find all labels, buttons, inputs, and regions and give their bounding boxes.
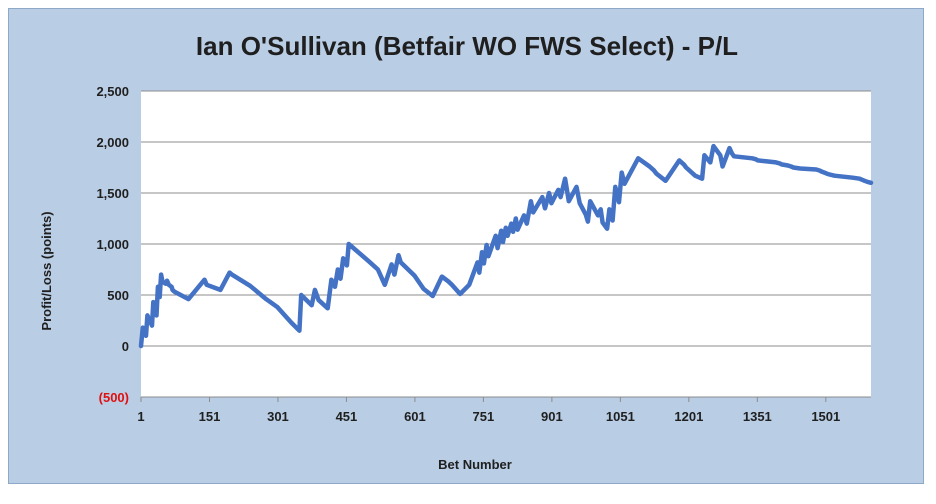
y-tick-label: 1,000 [96,237,129,252]
x-tick-label: 1201 [674,409,703,424]
x-tick-label: 601 [404,409,426,424]
y-tick-label: 0 [122,339,129,354]
x-tick-label: 751 [473,409,495,424]
x-tick-label: 1351 [743,409,772,424]
x-tick-label: 1051 [606,409,635,424]
y-tick-label: (500) [99,390,129,405]
y-tick-label: 1,500 [96,186,129,201]
x-tick-label: 1 [137,409,144,424]
pl-line-chart: Ian O'Sullivan (Betfair WO FWS Select) -… [39,31,874,472]
x-tick-label: 1501 [811,409,840,424]
x-tick-label: 151 [199,409,221,424]
x-tick-label: 451 [336,409,358,424]
x-tick-label: 301 [267,409,289,424]
chart-area: Ian O'Sullivan (Betfair WO FWS Select) -… [8,8,924,484]
x-tick-label: 901 [541,409,563,424]
y-tick-label: 2,500 [96,84,129,99]
y-tick-label: 2,000 [96,135,129,150]
pl-series-line [138,143,874,349]
series-layer [138,143,874,349]
chart-title: Ian O'Sullivan (Betfair WO FWS Select) -… [196,31,738,61]
x-axis-title: Bet Number [438,457,512,472]
y-tick-label: 500 [107,288,129,303]
y-axis-title: Profit/Loss (points) [39,211,54,330]
x-axis-ticks: 1 151 301 451 601 751 901 1051 1201 1351 1501 [137,397,840,424]
y-axis-ticks: (500) 0 500 1,000 1,500 2,000 2,500 [96,84,129,405]
